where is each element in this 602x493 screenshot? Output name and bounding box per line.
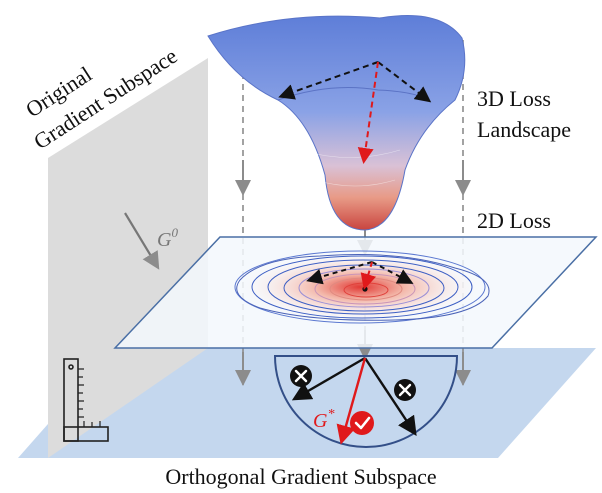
loss-surface-3d (207, 15, 466, 231)
gstar-label: G* (313, 407, 334, 432)
loss-2d-label: 2D Loss (477, 208, 551, 233)
loss-3d-label-line1: 3D Loss (477, 86, 551, 111)
cross-circle-icon (290, 365, 312, 387)
surface-gradient-arrows (278, 61, 432, 164)
gstar-sup: * (327, 407, 334, 422)
check-circle-icon (350, 411, 374, 435)
contour-gradient-arrows (306, 261, 414, 292)
loss-contours (234, 250, 490, 324)
original-gradient-arrow (124, 212, 160, 270)
cross-circle-icon (394, 379, 416, 401)
orthogonal-subspace-label: Orthogonal Gradient Subspace (165, 464, 436, 489)
loss-3d-label-line2: Landscape (477, 117, 571, 142)
projection-arrows (235, 160, 471, 386)
original-subspace-wall (48, 58, 208, 458)
set-square-ruler-icon (63, 358, 109, 442)
g0-sup: 0 (171, 225, 178, 240)
orthogonal-half-disk (273, 355, 459, 448)
g0-label: G0 (157, 225, 178, 251)
g0-base: G (157, 229, 172, 251)
gstar-base: G (313, 410, 328, 432)
